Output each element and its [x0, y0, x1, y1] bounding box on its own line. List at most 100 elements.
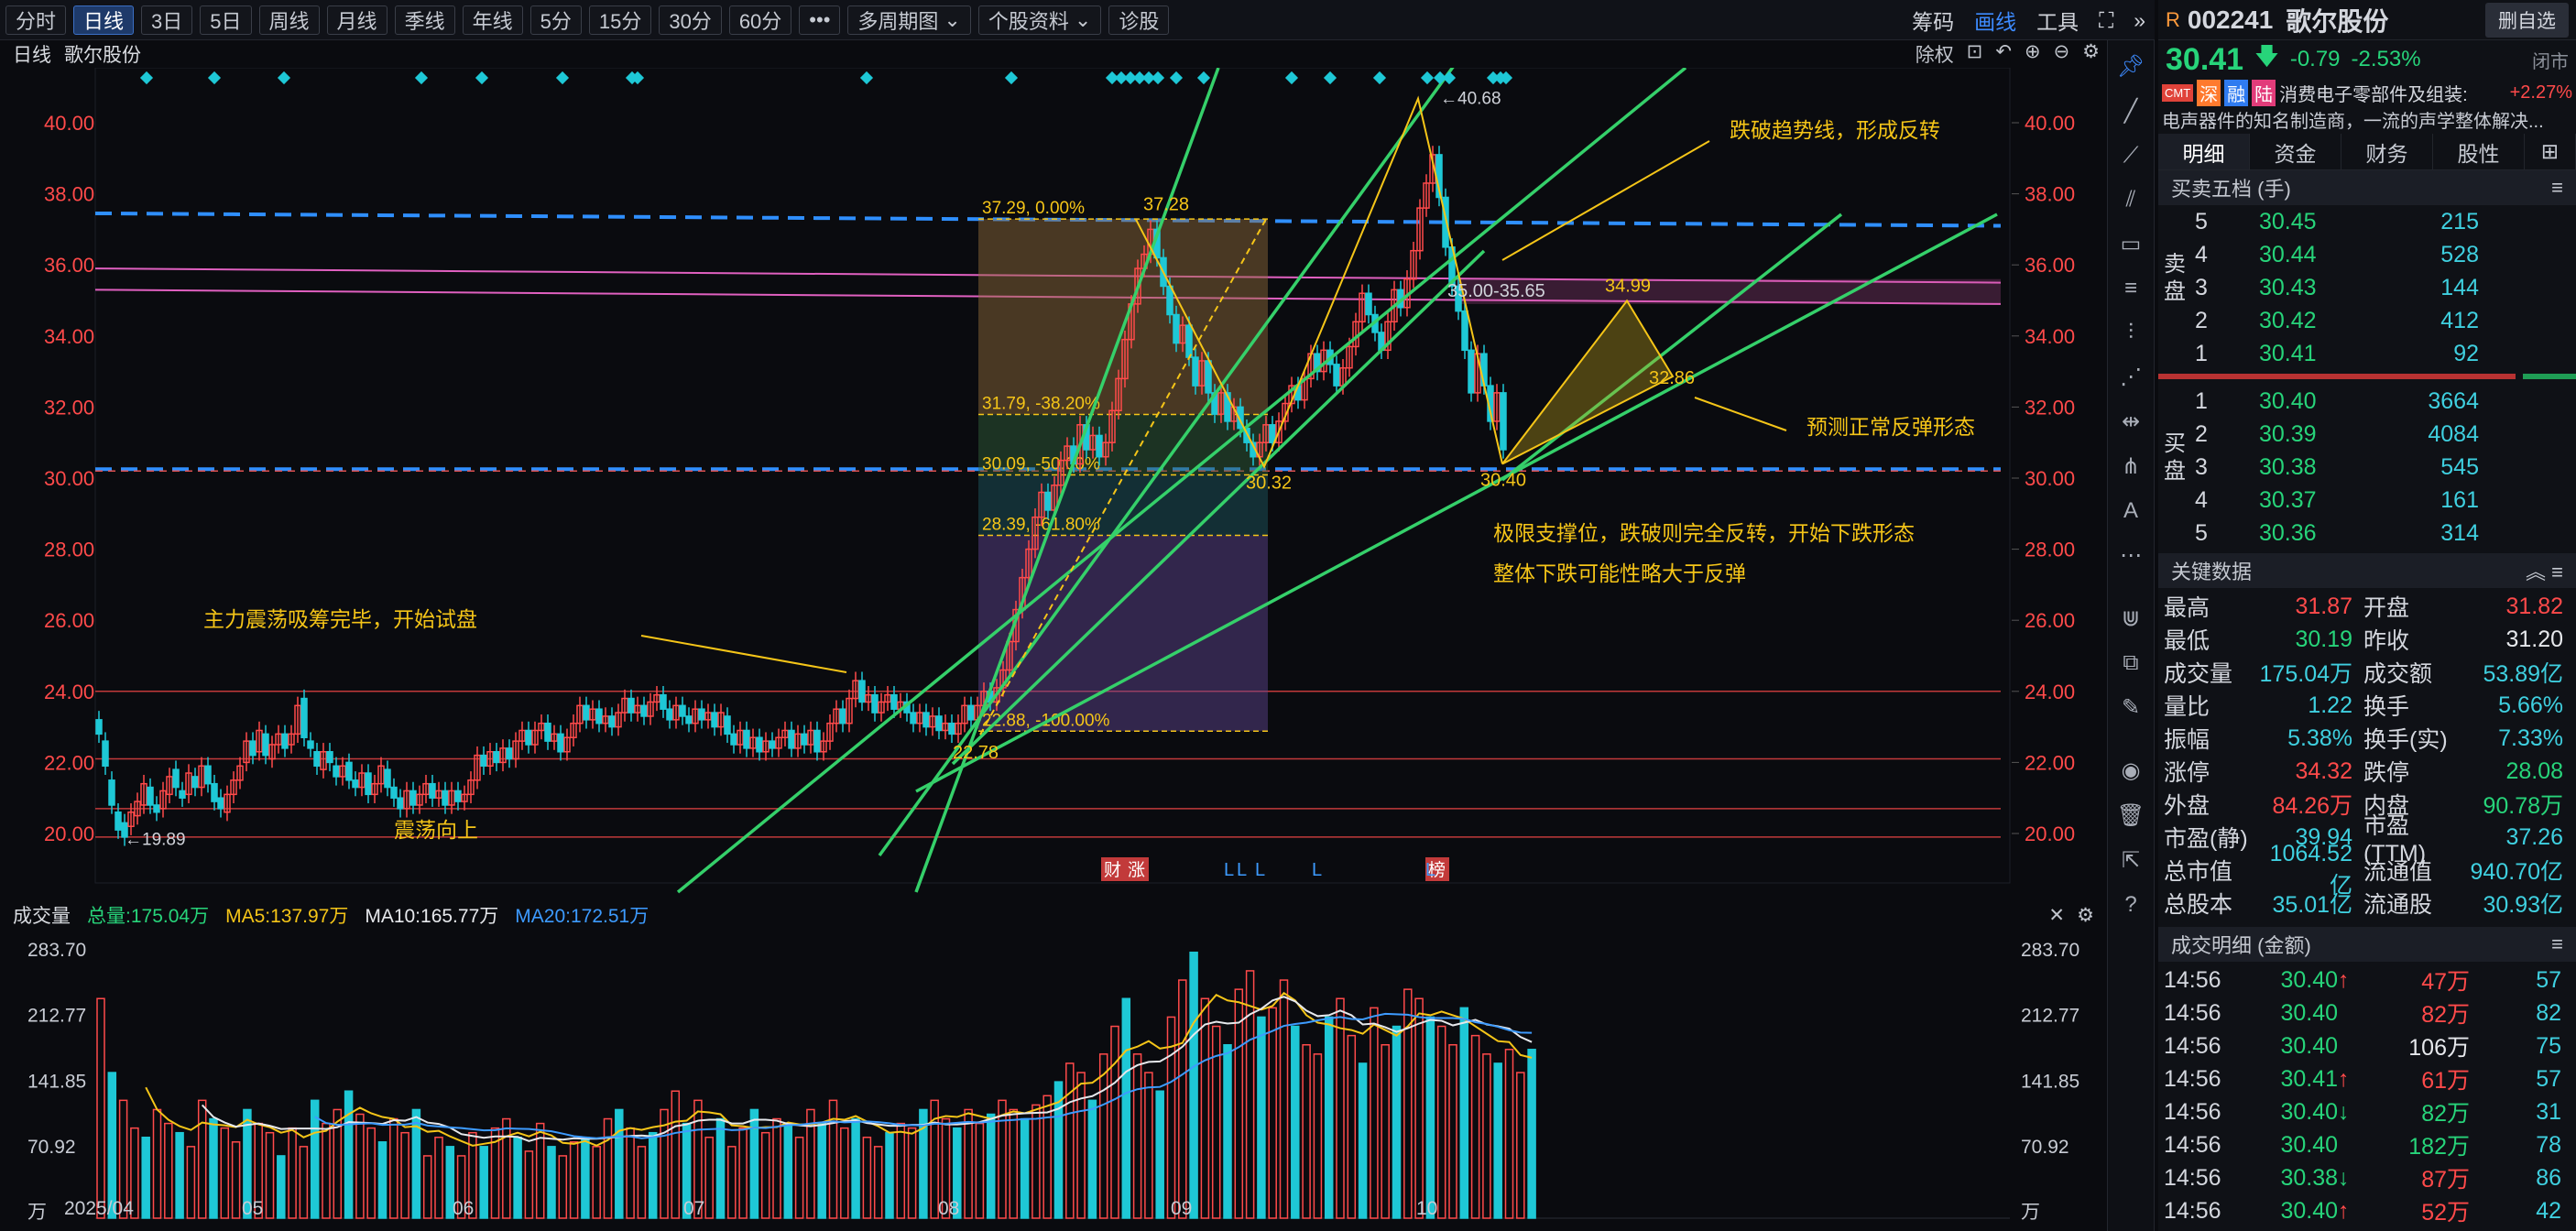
signal-diamond[interactable] [207, 71, 222, 85]
volume-bar[interactable] [1042, 1095, 1052, 1219]
candle[interactable] [756, 736, 763, 753]
candle[interactable] [858, 680, 866, 703]
order-row[interactable]: 4 30.37 161 [2195, 484, 2576, 517]
volume-bar[interactable] [1482, 1053, 1491, 1219]
volume-bar[interactable] [468, 1131, 477, 1219]
share-icon[interactable]: ⇱ [2121, 848, 2141, 873]
volume-bar[interactable] [569, 1141, 579, 1219]
volume-bar[interactable] [919, 1108, 928, 1219]
tab-detail[interactable]: 明细 [2158, 134, 2250, 169]
volume-bar[interactable] [513, 1136, 522, 1219]
candle[interactable] [409, 790, 417, 806]
candle[interactable] [1038, 491, 1045, 518]
candle[interactable] [256, 729, 263, 753]
diagnose-button[interactable]: 诊股 [1108, 5, 1170, 35]
order-row[interactable]: 4 30.44 528 [2195, 238, 2576, 271]
chips-button[interactable]: 筹码 [1912, 10, 1955, 34]
candle[interactable] [134, 801, 141, 817]
candle[interactable] [762, 740, 770, 753]
event-L[interactable]: L [1312, 860, 1322, 880]
volume-bar[interactable] [1268, 1007, 1277, 1219]
volume-bar[interactable] [243, 1108, 252, 1219]
event-tag[interactable] [1425, 857, 1449, 881]
candle[interactable] [448, 790, 455, 806]
candle[interactable] [955, 722, 962, 735]
signal-diamond[interactable] [1132, 71, 1147, 85]
volume-bar[interactable] [558, 1155, 568, 1219]
volume-bar[interactable] [637, 1146, 647, 1219]
candle[interactable] [922, 712, 930, 728]
volume-bar[interactable] [164, 1122, 173, 1219]
candle[interactable] [1166, 285, 1173, 316]
candle[interactable] [749, 736, 757, 749]
order-row[interactable]: 2 30.39 4084 [2195, 418, 2576, 451]
candle[interactable] [826, 722, 834, 742]
order-row[interactable]: 2 30.42 412 [2195, 304, 2576, 337]
volume-bar[interactable] [1053, 1081, 1064, 1219]
candle[interactable] [108, 779, 115, 806]
event-L[interactable]: L [1425, 860, 1435, 880]
volume-bar[interactable] [1414, 997, 1424, 1219]
volume-bar[interactable] [615, 1108, 624, 1219]
candle[interactable] [1051, 485, 1058, 511]
candle[interactable] [1134, 267, 1141, 305]
trend-line[interactable] [878, 68, 1466, 857]
volume-bar[interactable] [851, 1117, 860, 1219]
volume-bar[interactable] [1336, 997, 1345, 1219]
collapse-panel-icon[interactable]: » [2134, 7, 2145, 32]
stock-info-button[interactable]: 个股资料 ⌄ [977, 5, 1102, 35]
candle[interactable] [1205, 360, 1212, 394]
period-6[interactable]: 季线 [394, 5, 455, 35]
volume-bar[interactable] [389, 1117, 398, 1219]
candle[interactable] [692, 708, 699, 724]
candle[interactable] [852, 680, 859, 700]
candle[interactable] [224, 793, 231, 813]
trend-line[interactable] [1501, 212, 1843, 482]
candle[interactable] [781, 729, 789, 738]
volume-bar[interactable] [141, 1136, 150, 1219]
resistance-line[interactable] [94, 289, 2002, 305]
candle[interactable] [563, 736, 571, 753]
candle[interactable] [506, 747, 513, 760]
candle[interactable] [1359, 292, 1366, 323]
candle[interactable] [288, 733, 295, 746]
signal-diamond[interactable] [1151, 71, 1165, 85]
volume-bar[interactable] [738, 1127, 748, 1219]
volume-bar[interactable] [1076, 1072, 1086, 1219]
candle[interactable] [775, 736, 782, 749]
candle[interactable] [929, 715, 936, 728]
candle[interactable] [403, 790, 410, 810]
volume-bar[interactable] [1291, 1025, 1300, 1219]
volume-bar[interactable] [806, 1108, 815, 1219]
candle[interactable] [454, 790, 462, 802]
candle[interactable] [1057, 459, 1064, 486]
candle[interactable] [339, 765, 346, 778]
candle[interactable] [1365, 292, 1372, 316]
period-10[interactable]: 30分 [659, 5, 722, 35]
volume-bar[interactable] [1257, 1016, 1266, 1219]
candle[interactable] [704, 712, 712, 721]
volume-chart[interactable]: 283.70 283.70 212.77 212.77 141.85 141.85 70.9… [0, 929, 2107, 1231]
candle[interactable] [679, 704, 686, 717]
volume-bar[interactable] [400, 1131, 409, 1219]
candle[interactable] [179, 790, 186, 799]
candle[interactable] [358, 772, 366, 789]
candle[interactable] [377, 765, 385, 785]
event-tag[interactable] [1101, 857, 1125, 881]
volume-bar[interactable] [1155, 1090, 1164, 1219]
candle[interactable] [320, 751, 327, 770]
candle[interactable] [621, 697, 628, 714]
volume-bar[interactable] [277, 1155, 286, 1219]
volume-bar[interactable] [783, 1122, 793, 1219]
volume-bar[interactable] [1132, 1053, 1142, 1219]
period-0[interactable]: 分时 [5, 5, 67, 35]
candle[interactable] [1410, 249, 1417, 280]
volume-bar[interactable] [941, 1117, 951, 1219]
volume-bar[interactable] [411, 1108, 421, 1219]
candle[interactable] [493, 751, 500, 764]
fib-tool-icon[interactable]: ≡ [2123, 276, 2137, 300]
volume-bar[interactable] [1324, 1016, 1334, 1219]
candle[interactable] [307, 740, 314, 749]
volume-bar[interactable] [1110, 1025, 1119, 1219]
edit-icon[interactable]: ✎ [2121, 695, 2141, 720]
